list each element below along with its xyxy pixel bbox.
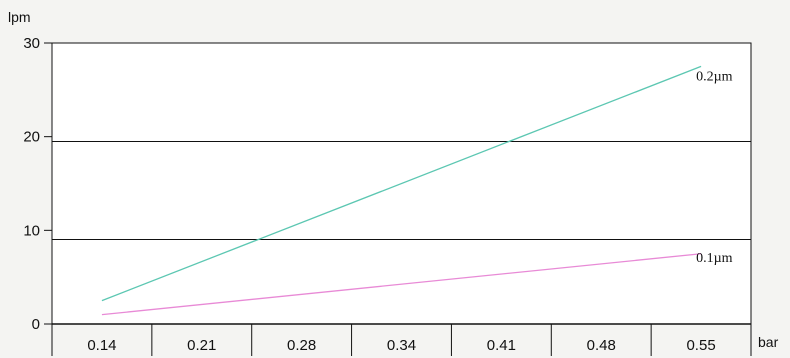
y-tick-label: 20 xyxy=(23,129,40,146)
series-line xyxy=(101,253,702,316)
series-layer: 0.2µm 0.1µm xyxy=(101,65,733,316)
x-tick-label: 0.14 xyxy=(87,337,116,354)
y-tick-label: 10 xyxy=(23,222,40,239)
y-tick-label: 30 xyxy=(23,35,40,52)
x-tick-label: 0.48 xyxy=(587,337,616,354)
series-label: 0.1µm xyxy=(696,251,733,266)
x-tick-label: 0.34 xyxy=(387,337,416,354)
y-tick-label: 0 xyxy=(32,316,40,333)
x-tick-label: 0.55 xyxy=(686,337,715,354)
x-axis: 0.14 0.21 0.28 0.34 0.41 0.48 0.55 xyxy=(51,324,752,356)
x-tick-label: 0.21 xyxy=(187,337,216,354)
series-line xyxy=(101,65,702,302)
y-axis-unit: lpm xyxy=(8,9,31,25)
x-tick-label: 0.28 xyxy=(287,337,316,354)
series-label: 0.2µm xyxy=(696,69,733,84)
y-axis: 0 10 20 30 xyxy=(23,35,52,333)
x-tick-label: 0.41 xyxy=(487,337,516,354)
x-axis-unit: bar xyxy=(758,334,779,350)
